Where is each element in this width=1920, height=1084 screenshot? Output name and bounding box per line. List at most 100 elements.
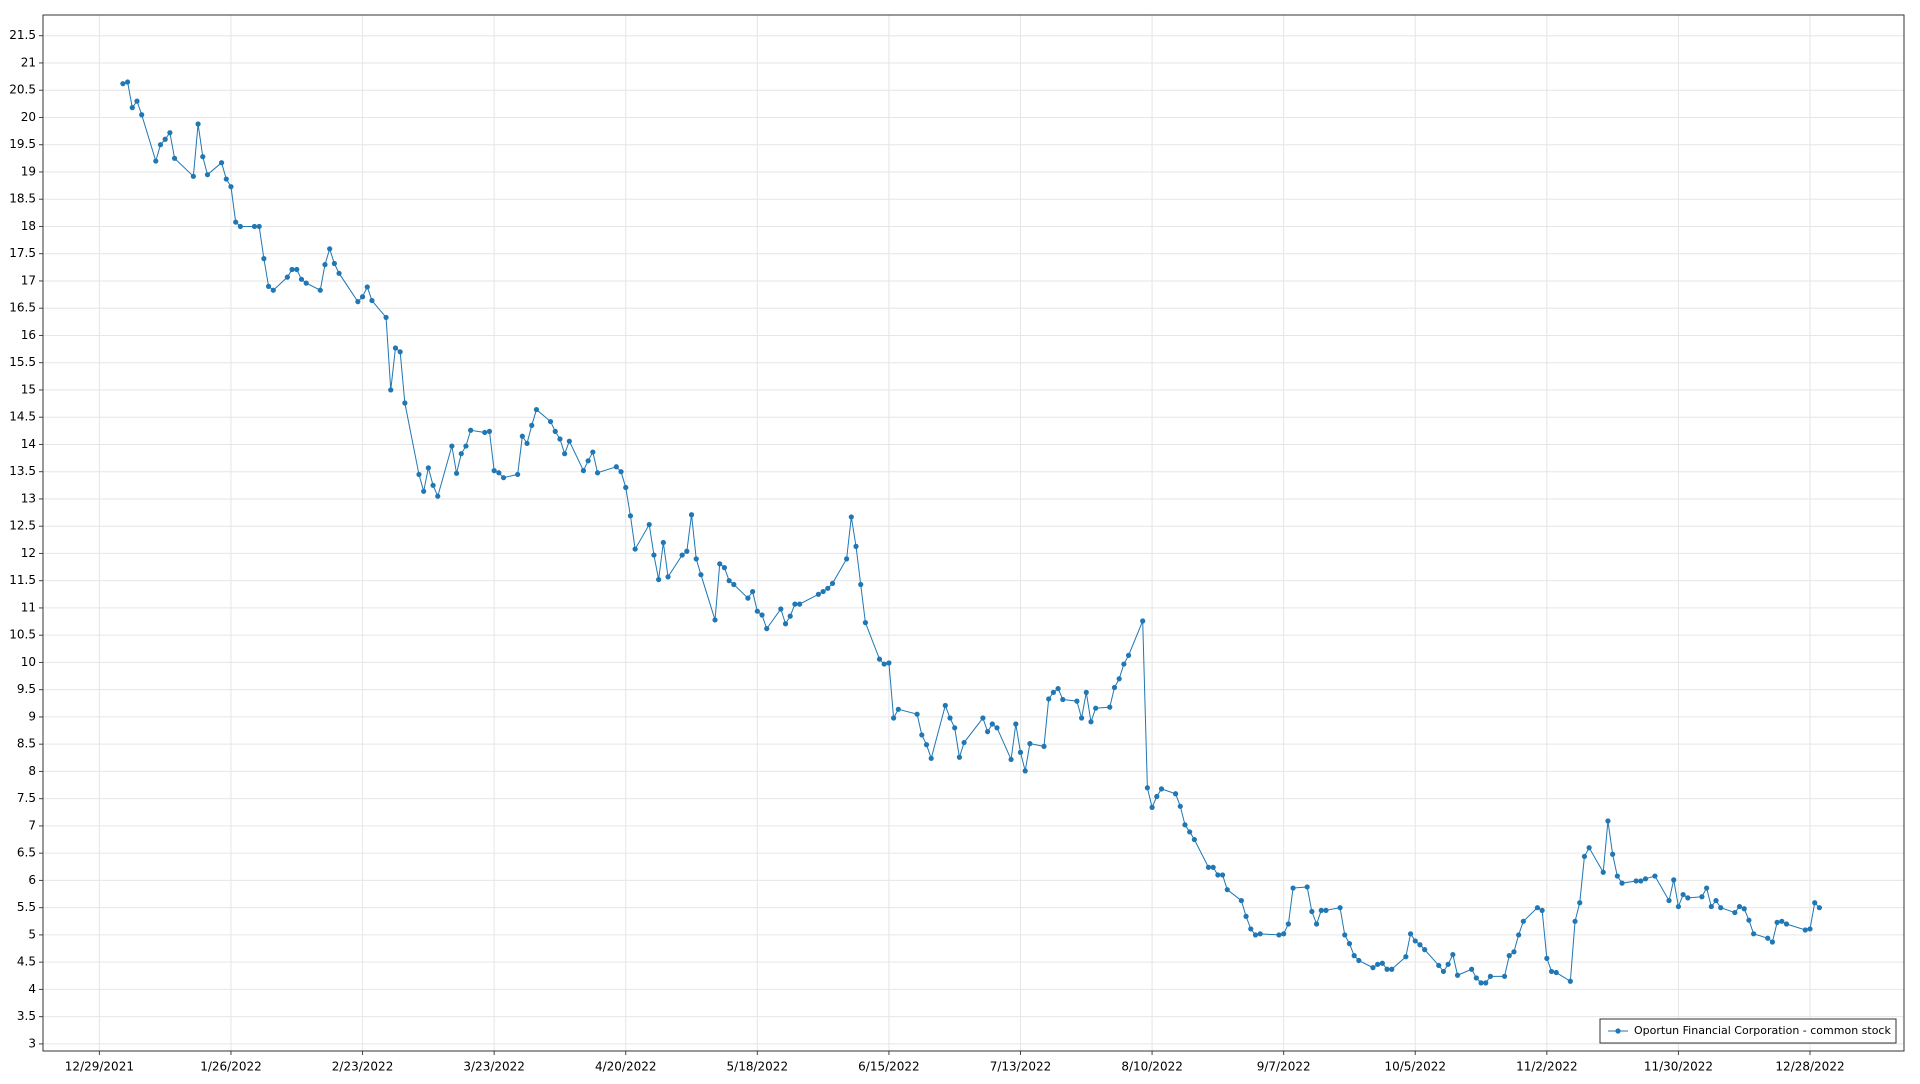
data-point (1407, 931, 1414, 937)
data-point (1389, 966, 1395, 972)
data-point (1469, 966, 1475, 972)
data-point (1506, 953, 1512, 959)
data-point (1121, 661, 1127, 667)
data-point (994, 725, 1000, 731)
y-tick-label: 12.5 (9, 519, 36, 533)
data-point (1083, 689, 1089, 696)
y-tick-label: 17 (21, 273, 36, 287)
data-point (1450, 951, 1456, 958)
data-point (547, 418, 554, 425)
data-point (557, 436, 563, 442)
data-point (1445, 961, 1451, 967)
y-tick-label: 6 (28, 873, 36, 887)
data-point (1177, 803, 1183, 809)
data-point (778, 606, 784, 612)
series-line (122, 81, 1820, 984)
legend-label: Oportun Financial Corporation - common s… (1634, 1024, 1891, 1037)
data-point (919, 732, 925, 738)
data-point (336, 270, 342, 276)
data-point (294, 266, 300, 273)
data-point (590, 449, 596, 455)
data-point (416, 471, 422, 478)
data-point (1313, 921, 1320, 927)
data-point (679, 552, 685, 558)
data-point (726, 578, 732, 584)
data-point (627, 513, 634, 519)
data-point (139, 112, 145, 118)
data-point (317, 287, 323, 293)
data-point (1577, 900, 1583, 906)
y-tick-label: 10.5 (9, 628, 36, 642)
y-tick-label: 20 (21, 110, 36, 124)
y-tick-label: 21 (21, 55, 36, 69)
data-point (289, 266, 295, 273)
data-point (453, 470, 460, 476)
data-point (989, 721, 995, 727)
data-point (1379, 960, 1385, 966)
data-point (721, 565, 728, 571)
data-point (1243, 913, 1249, 919)
y-tick-label: 14.5 (9, 410, 36, 424)
data-point (1548, 968, 1555, 975)
data-point (632, 546, 638, 552)
data-point (162, 136, 168, 142)
y-tick-label: 11 (21, 600, 36, 614)
data-point (402, 400, 408, 406)
data-point (1807, 926, 1813, 932)
y-tick-label: 21.5 (9, 28, 36, 42)
data-point (1158, 786, 1165, 792)
data-point (129, 105, 135, 111)
data-point (1318, 907, 1324, 913)
data-point (782, 621, 789, 627)
data-point (1652, 873, 1658, 879)
data-point (665, 574, 671, 580)
data-point (585, 458, 591, 464)
data-point (1290, 885, 1296, 891)
data-point (745, 595, 751, 601)
x-tick-label: 11/2/2022 (1516, 1060, 1578, 1074)
data-point (1638, 878, 1644, 884)
data-point (980, 715, 986, 721)
data-point (1553, 969, 1559, 976)
data-point (1013, 721, 1019, 727)
data-point (449, 443, 455, 449)
data-point (613, 464, 619, 470)
data-point (660, 539, 666, 546)
data-point (1022, 768, 1028, 774)
data-point (1454, 972, 1461, 978)
y-tick-label: 10 (21, 655, 36, 669)
data-point (952, 725, 958, 731)
data-point (1285, 921, 1291, 927)
data-point (1375, 961, 1381, 967)
x-tick-label: 1/26/2022 (200, 1060, 262, 1074)
y-tick-label: 4 (28, 982, 36, 996)
data-point (1093, 705, 1099, 711)
data-point (1342, 932, 1348, 938)
legend: Oportun Financial Corporation - common s… (1599, 1018, 1897, 1044)
data-point (369, 297, 375, 304)
data-point (331, 260, 337, 267)
data-point (533, 406, 540, 413)
data-point (876, 656, 883, 662)
data-point (1182, 822, 1188, 828)
y-tick-label: 13 (21, 491, 36, 505)
data-point (1642, 876, 1649, 882)
data-point (1802, 927, 1808, 933)
data-point (134, 98, 140, 104)
data-point (688, 512, 695, 518)
data-point (383, 314, 389, 321)
data-point (792, 601, 798, 607)
data-point (712, 617, 718, 623)
data-point (458, 451, 464, 457)
data-point (1765, 935, 1771, 941)
y-tick-label: 19.5 (9, 137, 36, 151)
y-tick-label: 9.5 (17, 682, 36, 696)
data-point (233, 219, 239, 225)
data-point (303, 280, 309, 286)
data-point (355, 299, 361, 305)
data-point (1346, 941, 1353, 947)
data-point (1210, 864, 1216, 870)
data-point (853, 543, 859, 549)
data-point (265, 283, 272, 289)
data-point (594, 470, 601, 476)
